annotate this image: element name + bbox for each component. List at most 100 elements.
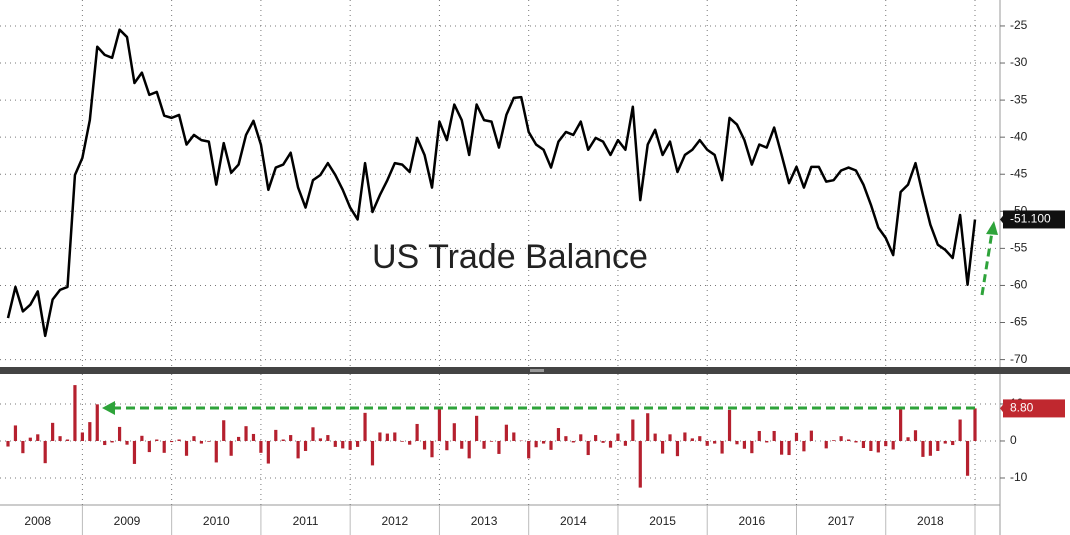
bar (28, 437, 32, 441)
divider-handle (530, 369, 544, 372)
bar (422, 440, 427, 450)
bar (415, 423, 419, 441)
bar (370, 440, 375, 466)
bar (623, 440, 627, 446)
bar (787, 440, 791, 456)
y-tick-label: -65 (1010, 315, 1028, 329)
bar (556, 428, 561, 441)
x-tick-label: 2013 (471, 514, 498, 528)
value-label-box (1003, 399, 1065, 418)
bar (13, 425, 18, 441)
bar (489, 440, 494, 442)
bar (95, 404, 99, 441)
bar (951, 440, 955, 446)
bar (408, 440, 412, 445)
bar (318, 438, 323, 441)
arrow-head (102, 401, 115, 415)
x-tick-label: 2014 (560, 514, 587, 528)
bar (43, 440, 47, 464)
bar (936, 440, 940, 451)
bar (266, 440, 270, 464)
bar (103, 440, 107, 446)
up-arrow (980, 231, 994, 296)
bar (140, 435, 144, 441)
bar (928, 440, 932, 456)
bar (504, 424, 508, 441)
bar (884, 440, 888, 447)
bar (958, 419, 962, 441)
bar (824, 440, 828, 449)
bar (675, 440, 680, 457)
bar (51, 422, 55, 441)
bar (646, 413, 650, 441)
bar (326, 435, 330, 441)
bar (467, 440, 471, 459)
bar (653, 433, 657, 441)
bar (891, 440, 895, 450)
bar (6, 440, 10, 447)
bar (117, 426, 122, 441)
bar (132, 440, 137, 464)
bar (571, 440, 575, 443)
bar (88, 422, 92, 441)
bar (73, 385, 77, 441)
bar (660, 440, 665, 454)
y-tick-label: -55 (1010, 241, 1028, 255)
bar (348, 440, 352, 450)
bar (579, 434, 583, 441)
bar (125, 440, 129, 445)
bar (668, 434, 672, 441)
y-tick-label: -35 (1010, 92, 1028, 106)
bar (839, 436, 843, 441)
bar (385, 433, 389, 441)
y-tick-label: -70 (1010, 352, 1028, 366)
line (6, 28, 977, 338)
bar (400, 440, 404, 442)
bar (214, 440, 218, 463)
bar (65, 439, 70, 441)
x-tick-label: 2012 (381, 514, 408, 528)
bar (244, 426, 248, 441)
bar (460, 440, 464, 449)
y-tick-label: -60 (1010, 278, 1028, 292)
bar (482, 440, 486, 449)
bar (296, 440, 300, 459)
bar (742, 440, 747, 449)
value-label-pointer (1000, 214, 1004, 225)
y-tick-label: -40 (1010, 129, 1028, 143)
bar (430, 440, 434, 458)
x-tick-label: 2016 (738, 514, 765, 528)
bar (549, 440, 553, 450)
x-tick-label: 2010 (203, 514, 230, 528)
value-label: -51.100 (1010, 212, 1051, 226)
bar (899, 409, 903, 441)
bar (809, 430, 813, 441)
bar (527, 440, 531, 459)
bar (638, 440, 642, 488)
bar (772, 430, 776, 441)
bar (631, 419, 635, 441)
bar (757, 430, 761, 441)
x-tick-label: 2009 (114, 514, 141, 528)
bar (184, 440, 189, 456)
bar (861, 440, 866, 449)
bar (236, 436, 241, 441)
bar (437, 408, 442, 441)
bar (303, 440, 308, 451)
bar (683, 432, 687, 441)
bar (341, 440, 345, 449)
bar (973, 408, 977, 441)
bar (207, 440, 211, 442)
x-axis-band (0, 505, 1000, 535)
bar (281, 439, 285, 441)
green-arrows (112, 231, 994, 410)
bar (802, 440, 806, 452)
bar (832, 440, 836, 441)
x-tick-label: 2017 (828, 514, 855, 528)
bar (780, 440, 784, 455)
y-tick-label: 0 (1010, 433, 1017, 447)
annotation: US Trade Balance (372, 238, 648, 276)
bar (906, 437, 910, 441)
bar (750, 440, 754, 454)
y-tick-label: -10 (1010, 470, 1028, 484)
